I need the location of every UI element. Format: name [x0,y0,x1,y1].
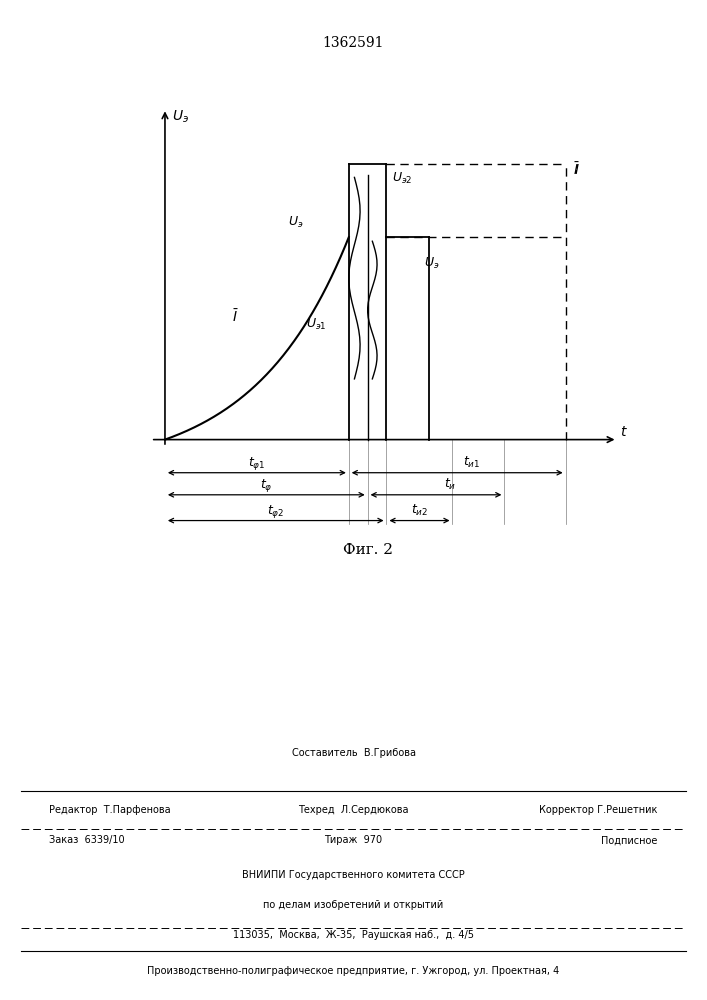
Text: $U_э$: $U_э$ [288,215,303,230]
Text: ВНИИПИ Государственного комитета СССР: ВНИИПИ Государственного комитета СССР [242,870,465,880]
Text: по делам изобретений и открытий: по делам изобретений и открытий [264,900,443,910]
Text: $t_{\varphi2}$: $t_{\varphi2}$ [267,503,284,520]
Text: 1362591: 1362591 [323,36,384,50]
Text: $U_э$: $U_э$ [172,108,189,125]
Text: Тираж  970: Тираж 970 [325,835,382,845]
Text: Заказ  6339/10: Заказ 6339/10 [49,835,125,845]
Text: Подписное: Подписное [601,835,658,845]
Text: Производственно-полиграфическое предприятие, г. Ужгород, ул. Проектная, 4: Производственно-полиграфическое предприя… [147,966,560,976]
Text: $U_э$: $U_э$ [424,256,440,271]
Text: $\bar{I\!I}$: $\bar{I\!I}$ [573,161,580,178]
Text: $t_и$: $t_и$ [444,477,456,492]
Text: Фиг. 2: Фиг. 2 [343,543,392,557]
Text: $t_{и2}$: $t_{и2}$ [411,503,428,518]
Text: Составитель  В.Грибова: Составитель В.Грибова [291,748,416,758]
Text: $t_{и1}$: $t_{и1}$ [462,455,480,470]
Text: $t_{\varphi}$: $t_{\varphi}$ [260,477,273,494]
Text: Редактор  Т.Парфенова: Редактор Т.Парфенова [49,805,171,815]
Text: $t$: $t$ [620,425,628,439]
Text: Техред  Л.Сердюкова: Техред Л.Сердюкова [298,805,409,815]
Text: $U_{э2}$: $U_{э2}$ [392,171,413,186]
Text: 113035,  Москва,  Ж-35,  Раушская наб.,  д. 4/5: 113035, Москва, Ж-35, Раушская наб., д. … [233,930,474,940]
Text: $t_{\varphi1}$: $t_{\varphi1}$ [248,455,266,472]
Text: Корректор Г.Решетник: Корректор Г.Решетник [539,805,658,815]
Text: $U_{э1}$: $U_{э1}$ [306,317,327,332]
Text: $\bar{I}$: $\bar{I}$ [232,308,239,325]
